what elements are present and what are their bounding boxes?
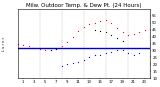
Title: Milw. Outdoor Temp. & Dew Pt. (24 Hours): Milw. Outdoor Temp. & Dew Pt. (24 Hours): [26, 3, 142, 8]
Text: L u r n r: L u r n r: [2, 37, 6, 50]
